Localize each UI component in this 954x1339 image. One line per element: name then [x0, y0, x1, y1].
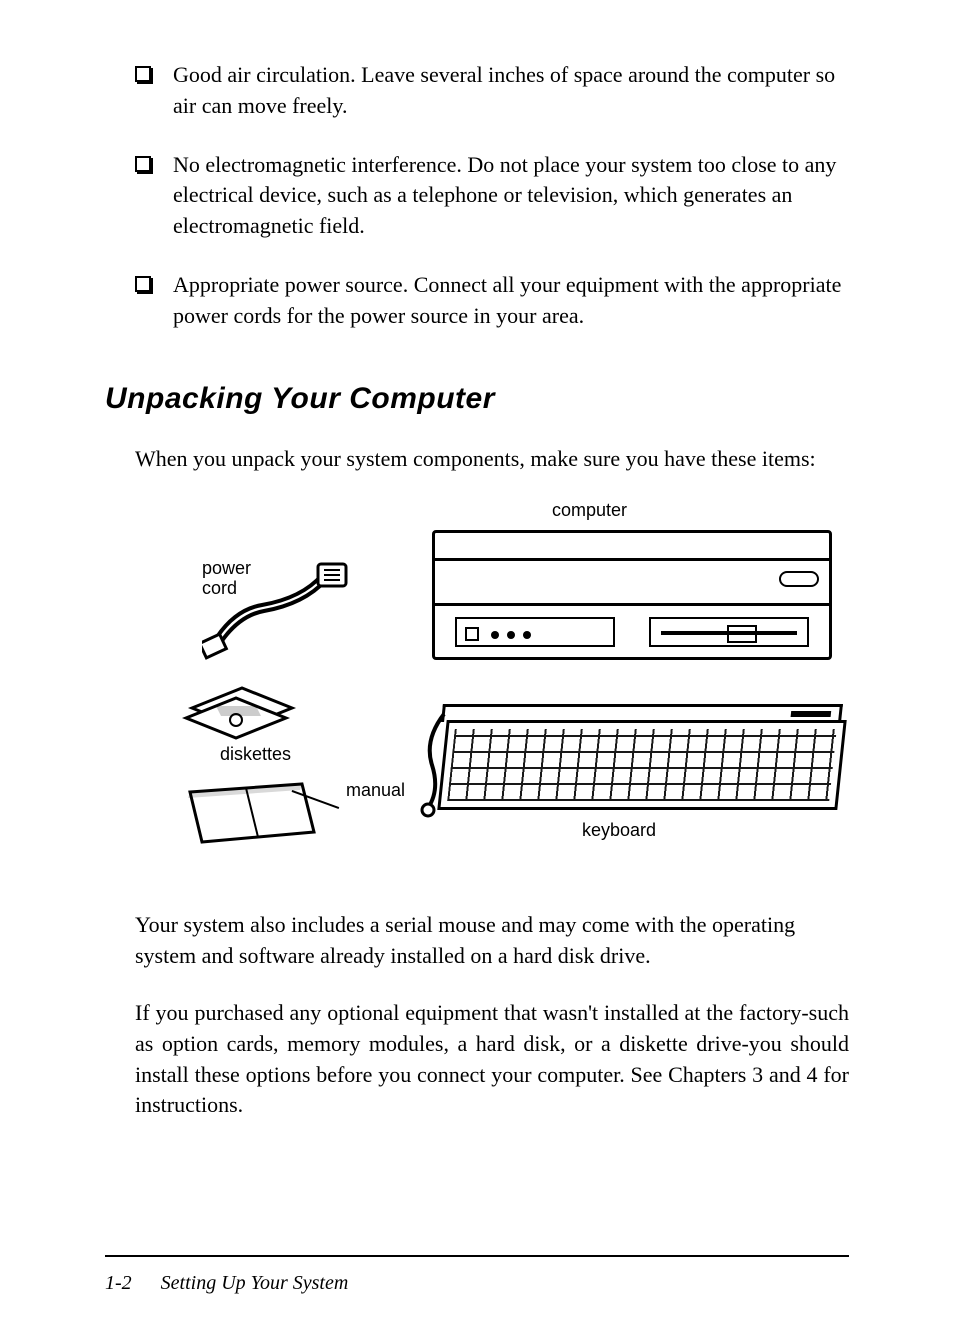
paragraph-serial-mouse: Your system also includes a serial mouse…: [135, 910, 849, 972]
keyboard-illustration: [437, 720, 846, 810]
page-number: 1-2: [105, 1272, 132, 1294]
bullet-text: Appropriate power source. Connect all yo…: [173, 270, 849, 332]
section-heading: Unpacking Your Computer: [105, 382, 849, 416]
power-cord-illustration: [202, 550, 352, 660]
keyboard-cable-illustration: [414, 710, 454, 820]
manual-illustration: [182, 780, 322, 850]
checkbox-bullet-icon: [135, 156, 151, 172]
bullet-text: No electromagnetic interference. Do not …: [173, 150, 849, 242]
intro-paragraph: When you unpack your system components, …: [135, 444, 849, 475]
footer: 1-2 Setting Up Your System: [105, 1272, 348, 1295]
label-manual: manual: [346, 780, 405, 801]
figure-wrap: computer power cord: [135, 500, 849, 870]
label-computer: computer: [552, 500, 627, 521]
bullet-list: Good air circulation. Leave several inch…: [135, 60, 849, 332]
footer-rule: [105, 1255, 849, 1257]
label-keyboard: keyboard: [582, 820, 656, 841]
bullet-item: Good air circulation. Leave several inch…: [135, 60, 849, 122]
bullet-text: Good air circulation. Leave several inch…: [173, 60, 849, 122]
computer-illustration: [432, 530, 832, 660]
checkbox-bullet-icon: [135, 276, 151, 292]
paragraph-optional-equipment: If you purchased any optional equipment …: [135, 998, 849, 1121]
diskettes-illustration: [182, 680, 302, 750]
bullet-item: No electromagnetic interference. Do not …: [135, 150, 849, 242]
components-figure: computer power cord: [142, 500, 842, 870]
bullet-item: Appropriate power source. Connect all yo…: [135, 270, 849, 332]
checkbox-bullet-icon: [135, 66, 151, 82]
footer-title: Setting Up Your System: [161, 1272, 349, 1294]
label-diskettes: diskettes: [220, 744, 291, 765]
